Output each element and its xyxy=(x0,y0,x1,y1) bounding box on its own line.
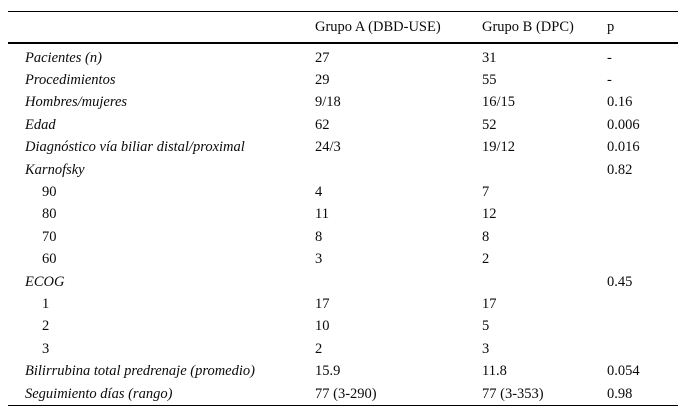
grupo-a-value: 24/3 xyxy=(315,139,341,156)
row-label: 2 xyxy=(42,318,50,335)
row-label: 70 xyxy=(42,228,57,245)
grupo-b-value xyxy=(482,159,607,181)
grupo-a-value: 4 xyxy=(315,184,323,201)
p-value xyxy=(607,316,678,338)
grupo-b-value: 5 xyxy=(482,318,490,335)
row-label: Edad xyxy=(25,116,56,133)
grupo-b-value: 8 xyxy=(482,228,490,245)
table-row: 90 4 7 xyxy=(8,181,678,203)
grupo-b-value: 52 xyxy=(482,116,497,133)
column-header-grupo-b: Grupo B (DPC) xyxy=(482,18,574,35)
table-row: Bilirrubina total predrenaje (promedio) 1… xyxy=(8,360,678,382)
p-value: 0.16 xyxy=(607,94,633,111)
grupo-a-value: 10 xyxy=(315,318,330,335)
table-body: Pacientes (n) 27 31- Procedimientos 29 55- Hom… xyxy=(8,43,678,406)
row-label: Bilirrubina total predrenaje (promedio) xyxy=(25,363,255,380)
grupo-a-value: 11 xyxy=(315,206,329,223)
grupo-b-value: 19/12 xyxy=(482,139,516,156)
grupo-a-value: 8 xyxy=(315,228,323,245)
p-value xyxy=(607,338,678,360)
table-row: 1 17 17 xyxy=(8,293,678,315)
table-row: ECOG 0.45 xyxy=(8,271,678,293)
row-label: Diagnóstico vía biliar distal/proximal xyxy=(25,139,245,156)
grupo-a-value: 3 xyxy=(315,251,323,268)
p-value: - xyxy=(607,72,612,89)
grupo-a-value: 2 xyxy=(315,340,323,357)
grupo-a-value: 29 xyxy=(315,72,330,89)
table-row: Diagnóstico vía biliar distal/proximal 24… xyxy=(8,137,678,159)
grupo-b-value: 77 (3-353) xyxy=(482,385,544,402)
grupo-b-value: 7 xyxy=(482,184,490,201)
table-header: Grupo A (DBD-USE) Grupo B (DPC) p xyxy=(8,12,678,44)
table-row: Seguimiento días (rango) 77 (3-290) 77 (3-… xyxy=(8,383,678,406)
grupo-b-value: 11.8 xyxy=(482,363,507,380)
column-header-p: p xyxy=(607,18,615,35)
row-label: 80 xyxy=(42,206,57,223)
row-label: 90 xyxy=(42,184,57,201)
grupo-b-value: 55 xyxy=(482,72,497,89)
grupo-a-value: 27 xyxy=(315,49,330,66)
table-row: Pacientes (n) 27 31 - xyxy=(8,43,678,69)
grupo-a-value: 77 (3-290) xyxy=(315,385,377,402)
row-label: ECOG xyxy=(25,273,65,290)
grupo-b-value: 31 xyxy=(482,49,497,66)
p-value: - xyxy=(607,49,612,66)
grupo-b-value xyxy=(482,271,607,293)
grupo-a-value xyxy=(315,271,482,293)
p-value xyxy=(607,181,678,203)
p-value xyxy=(607,204,678,226)
p-value xyxy=(607,293,678,315)
p-value: 0.006 xyxy=(607,116,640,133)
header-row: Grupo A (DBD-USE) Grupo B (DPC) p xyxy=(8,12,678,44)
p-value: 0.98 xyxy=(607,385,633,402)
table-row: 80 11 12 xyxy=(8,204,678,226)
row-label: Hombres/mujeres xyxy=(25,94,128,111)
table-row: Procedimientos 29 55 - xyxy=(8,69,678,91)
table-row: 3 2 3 xyxy=(8,338,678,360)
row-label: Seguimiento días (rango) xyxy=(25,385,173,402)
p-value: 0.82 xyxy=(607,161,633,178)
p-value: 0.054 xyxy=(607,363,640,380)
grupo-b-value: 16/15 xyxy=(482,94,516,111)
table-row: 60 3 2 xyxy=(8,249,678,271)
p-value xyxy=(607,249,678,271)
table-row: 70 8 8 xyxy=(8,226,678,248)
grupo-b-value: 3 xyxy=(482,340,490,357)
column-header-grupo-a: Grupo A (DBD-USE) xyxy=(315,18,441,35)
paper-table-region: Grupo A (DBD-USE) Grupo B (DPC) p Pacien… xyxy=(8,11,678,407)
table-row: 2 10 5 xyxy=(8,316,678,338)
row-label: Procedimientos xyxy=(25,72,116,89)
grupo-b-value: 2 xyxy=(482,251,490,268)
row-label: 1 xyxy=(42,295,50,312)
column-header-empty xyxy=(8,12,315,44)
row-label: Pacientes (n) xyxy=(25,49,102,66)
grupo-b-value: 17 xyxy=(482,295,497,312)
grupo-a-value: 9/18 xyxy=(315,94,341,111)
row-label: Karnofsky xyxy=(25,161,85,178)
grupo-b-value: 12 xyxy=(482,206,497,223)
p-value xyxy=(607,226,678,248)
p-value: 0.45 xyxy=(607,273,633,290)
row-label: 60 xyxy=(42,251,57,268)
p-value: 0.016 xyxy=(607,139,640,156)
table-row: Karnofsky 0.82 xyxy=(8,159,678,181)
table-row: Hombres/mujeres 9/18 16/15 0.16 xyxy=(8,92,678,114)
grupo-a-value: 62 xyxy=(315,116,330,133)
table-row: Edad 62 52 0.006 xyxy=(8,114,678,136)
grupo-a-value xyxy=(315,159,482,181)
comparison-table: Grupo A (DBD-USE) Grupo B (DPC) p Pacien… xyxy=(8,11,678,407)
grupo-a-value: 15.9 xyxy=(315,363,341,380)
grupo-a-value: 17 xyxy=(315,295,330,312)
row-label: 3 xyxy=(42,340,50,357)
